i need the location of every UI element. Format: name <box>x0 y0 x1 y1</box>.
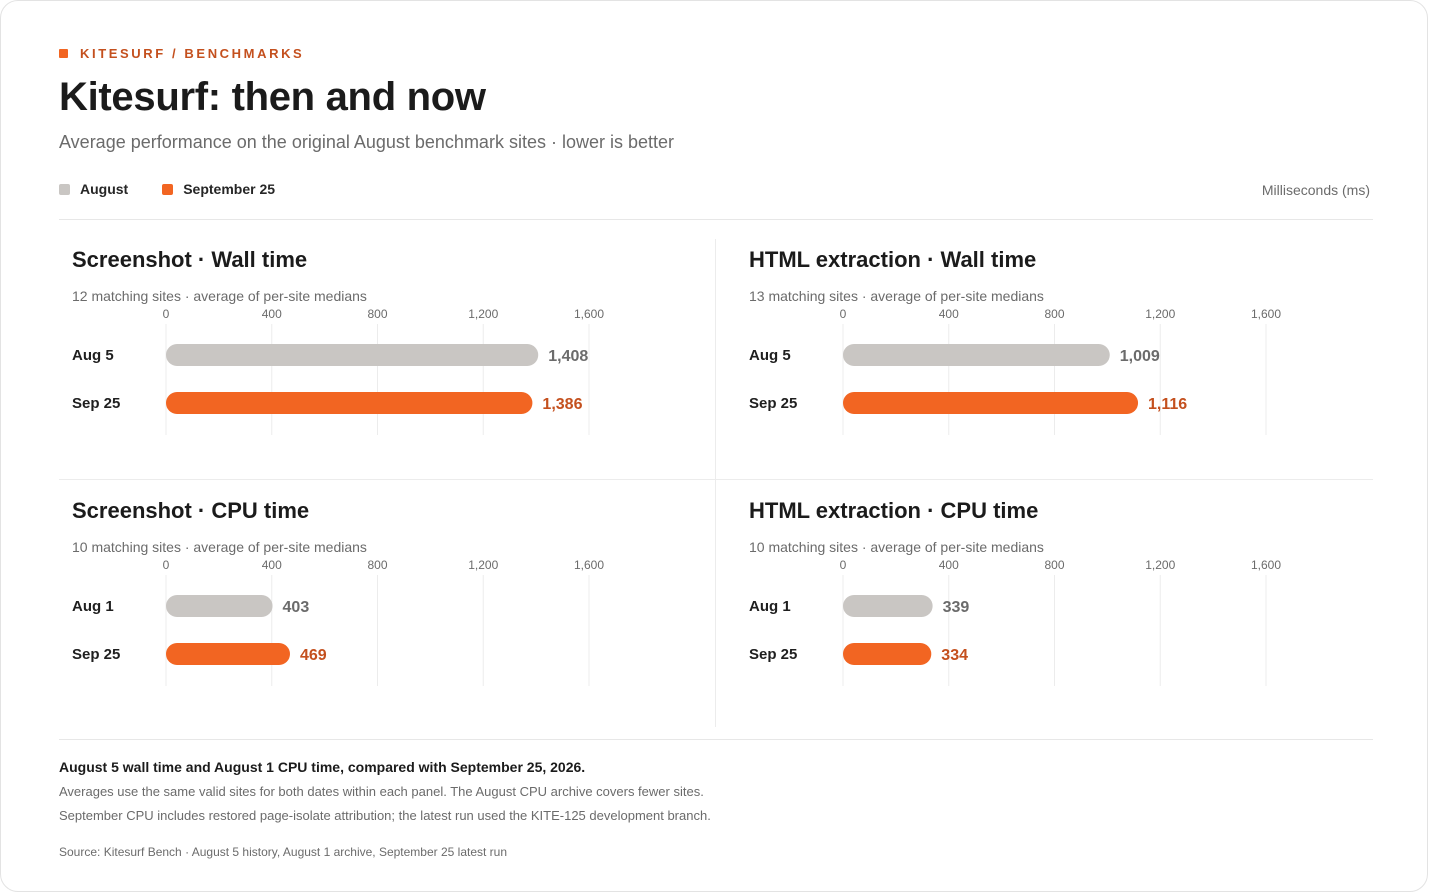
panel-screenshot-cpu: Screenshot · CPU time 10 matching sites … <box>72 498 692 728</box>
panel-html-cpu: HTML extraction · CPU time 10 matching s… <box>749 498 1369 728</box>
value-label: 469 <box>300 647 327 664</box>
divider-middle <box>59 479 1373 480</box>
eyebrow: KITESURF / BENCHMARKS <box>59 46 304 61</box>
value-label: 1,116 <box>1148 396 1187 413</box>
row-label: Aug 5 <box>749 347 791 364</box>
tick-label: 1,600 <box>574 558 604 572</box>
row-label: Sep 25 <box>72 646 120 663</box>
page-title: Kitesurf: then and now <box>59 75 486 119</box>
tick-label: 400 <box>939 307 959 321</box>
eyebrow-square-icon <box>59 49 68 58</box>
bar <box>843 392 1139 414</box>
tick-label: 1,200 <box>468 307 498 321</box>
bar <box>166 643 290 665</box>
divider-top <box>59 219 1373 220</box>
legend: August September 25 <box>59 181 275 197</box>
tick-label: 1,200 <box>1145 558 1175 572</box>
bar <box>166 595 273 617</box>
tick-label: 1,200 <box>468 558 498 572</box>
tick-label: 0 <box>163 558 170 572</box>
panel-subtitle: 10 matching sites · average of per-site … <box>749 539 1044 555</box>
panel-subtitle: 13 matching sites · average of per-site … <box>749 288 1044 304</box>
value-label: 1,408 <box>548 348 588 365</box>
page-subtitle: Average performance on the original Augu… <box>59 132 674 152</box>
row-label: Aug 5 <box>72 347 114 364</box>
chart-screenshot-wall: 0 400 800 1,200 1,600 Aug 5 1,408 Sep 25 1,386 <box>72 307 604 435</box>
value-label: 339 <box>943 599 970 616</box>
tick-label: 800 <box>1044 558 1064 572</box>
source-note: Source: Kitesurf Bench · August 5 histor… <box>59 845 508 859</box>
legend-label-september: September 25 <box>183 181 276 197</box>
bar <box>843 643 932 665</box>
tick-label: 1,200 <box>1145 307 1175 321</box>
legend-swatch-august-icon <box>59 183 70 195</box>
legend-swatch-september-icon <box>162 183 174 195</box>
tick-label: 800 <box>367 558 387 572</box>
bar <box>166 392 533 414</box>
tick-label: 0 <box>163 307 170 321</box>
chart-html-cpu: 0 400 800 1,200 1,600 Aug 1 339 Sep 25 334 <box>749 558 1281 686</box>
value-label: 1,386 <box>542 396 582 413</box>
tick-label: 400 <box>262 307 282 321</box>
legend-item-september: September 25 <box>162 181 275 197</box>
eyebrow-text: KITESURF / BENCHMARKS <box>80 46 305 61</box>
chart-screenshot-cpu: 0 400 800 1,200 1,600 Aug 1 403 Sep 25 469 <box>72 558 604 686</box>
units-label: Milliseconds (ms) <box>1261 182 1370 198</box>
panel-title: HTML extraction · Wall time <box>749 247 1037 272</box>
tick-label: 0 <box>840 307 847 321</box>
footnote-headline: August 5 wall time and August 1 CPU time… <box>59 759 586 775</box>
chart-html-wall: 0 400 800 1,200 1,600 Aug 5 1,009 Sep 25 1,116 <box>749 307 1281 435</box>
row-label: Sep 25 <box>749 395 797 412</box>
value-label: 403 <box>283 599 310 616</box>
legend-item-august: August <box>59 181 128 197</box>
tick-label: 800 <box>1044 307 1064 321</box>
row-label: Sep 25 <box>72 395 120 412</box>
value-label: 1,009 <box>1120 348 1160 365</box>
footnote-line: September CPU includes restored page-iso… <box>59 808 711 823</box>
row-label: Aug 1 <box>72 598 114 615</box>
bar <box>843 344 1110 366</box>
divider-vertical <box>715 239 716 727</box>
tick-label: 1,600 <box>1251 307 1281 321</box>
value-label: 334 <box>941 647 968 664</box>
tick-label: 1,600 <box>574 307 604 321</box>
row-label: Sep 25 <box>749 646 797 663</box>
panel-screenshot-wall: Screenshot · Wall time 12 matching sites… <box>72 247 692 477</box>
tick-label: 1,600 <box>1251 558 1281 572</box>
panel-title: HTML extraction · CPU time <box>749 498 1039 523</box>
bar <box>843 595 933 617</box>
tick-label: 800 <box>367 307 387 321</box>
tick-label: 0 <box>840 558 847 572</box>
panel-title: Screenshot · Wall time <box>72 247 308 272</box>
divider-bottom <box>59 739 1373 740</box>
panel-title: Screenshot · CPU time <box>72 498 310 523</box>
tick-label: 400 <box>262 558 282 572</box>
row-label: Aug 1 <box>749 598 791 615</box>
footnote-line: Averages use the same valid sites for bo… <box>59 784 704 799</box>
tick-label: 400 <box>939 558 959 572</box>
panel-subtitle: 12 matching sites · average of per-site … <box>72 288 367 304</box>
panel-html-wall: HTML extraction · Wall time 13 matching … <box>749 247 1369 477</box>
legend-label-august: August <box>80 181 129 197</box>
panel-subtitle: 10 matching sites · average of per-site … <box>72 539 367 555</box>
bar <box>166 344 539 366</box>
